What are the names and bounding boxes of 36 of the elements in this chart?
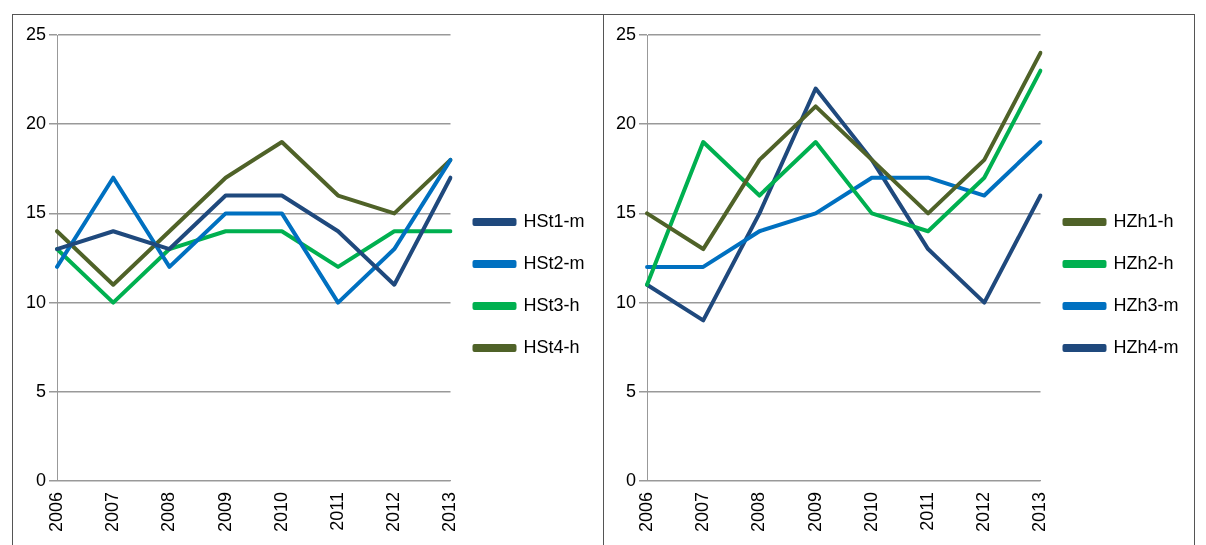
legend-label: HSt3-h	[523, 294, 580, 315]
x-tick-label: 2013	[439, 491, 460, 532]
legend-label: HSt4-h	[523, 336, 580, 357]
y-tick-label: 10	[615, 291, 637, 312]
x-tick-label: 2010	[860, 491, 881, 532]
x-tick-label: 2011	[917, 491, 938, 531]
x-tick-label: 2012	[973, 491, 994, 532]
y-tick-label: 10	[25, 291, 47, 312]
x-tick-label: 2007	[692, 491, 713, 532]
legend-label: HSt2-m	[523, 252, 585, 273]
x-tick-label: 2011	[327, 491, 348, 531]
legend-label: HZh1-h	[1113, 210, 1174, 231]
y-tick-label: 25	[25, 23, 47, 44]
x-tick-label: 2012	[383, 491, 404, 532]
legend-label: HZh2-h	[1113, 252, 1174, 273]
x-tick-label: 2007	[102, 491, 123, 532]
x-tick-label: 2008	[158, 491, 179, 532]
y-tick-label: 5	[36, 380, 47, 401]
y-tick-label: 25	[615, 23, 637, 44]
y-tick-label: 15	[615, 202, 637, 223]
x-tick-label: 2006	[635, 491, 656, 532]
x-tick-label: 2013	[1029, 491, 1050, 532]
y-tick-label: 5	[626, 380, 637, 401]
y-tick-label: 0	[626, 469, 637, 490]
x-tick-label: 2010	[270, 491, 291, 532]
y-tick-label: 0	[36, 469, 47, 490]
x-tick-label: 2009	[214, 491, 235, 532]
y-tick-label: 15	[25, 202, 47, 223]
legend-label: HZh3-m	[1113, 294, 1179, 315]
x-tick-label: 2008	[748, 491, 769, 532]
legend-label: HSt1-m	[523, 210, 585, 231]
x-tick-label: 2006	[45, 491, 66, 532]
y-tick-label: 20	[25, 113, 47, 134]
legend-label: HZh4-m	[1113, 336, 1179, 357]
y-tick-label: 20	[615, 113, 637, 134]
x-tick-label: 2009	[804, 491, 825, 532]
